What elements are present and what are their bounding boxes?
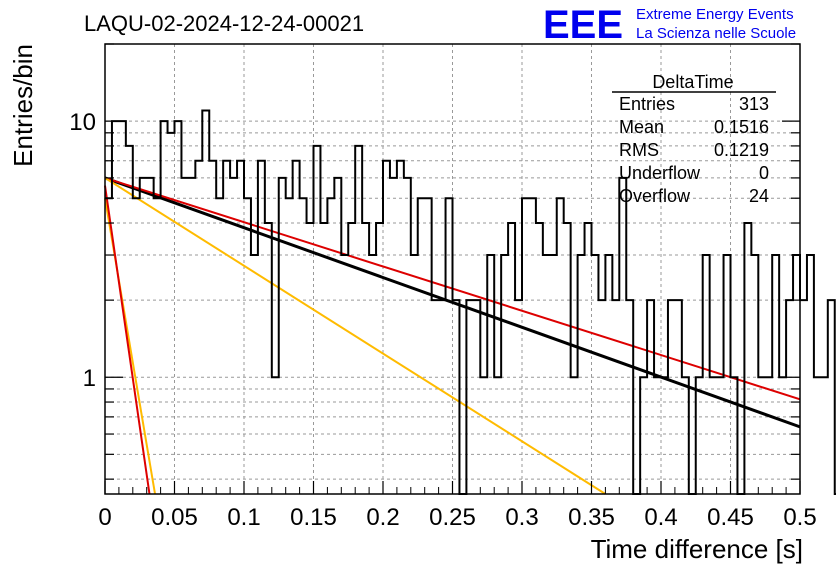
x-tick-label: 0.45 [707, 504, 754, 531]
logo-line2: La Scienza nelle Scuole [636, 25, 796, 42]
y-axis-label: Entries/bin [8, 44, 38, 167]
histogram-outline [105, 109, 836, 495]
stats-label: Mean [619, 117, 664, 137]
stats-label: Entries [619, 94, 675, 114]
fit-line [104, 176, 801, 429]
x-tick-label: 0.1 [227, 504, 260, 531]
x-tick-label: 0.15 [290, 504, 337, 531]
stats-label: RMS [619, 140, 659, 160]
fit-line [104, 177, 606, 495]
x-tick-label: 0.5 [783, 504, 816, 531]
x-tick-label: 0.05 [151, 504, 198, 531]
stats-value: 313 [739, 94, 769, 114]
x-tick-label: 0.35 [568, 504, 615, 531]
x-tick-label: 0.2 [366, 504, 399, 531]
x-tick-label: 0.25 [429, 504, 476, 531]
x-tick-label: 0.3 [505, 504, 538, 531]
x-tick-label: 0.4 [644, 504, 677, 531]
stats-value: 24 [749, 186, 769, 206]
logo-line1: Extreme Energy Events [636, 6, 794, 23]
stats-label: Underflow [619, 163, 701, 183]
stats-value: 0.1516 [714, 117, 769, 137]
axes: 0 0.05 0.1 0.15 0.2 0.25 0.3 0.35 0.4 0.45 0.5 1 10 [69, 43, 817, 531]
stats-box: DeltaTime Entries 313 Mean 0.1516 RMS 0.1219 U… [612, 72, 776, 206]
logo-eee: EEE [543, 3, 623, 47]
x-tick-label: 0 [98, 504, 111, 531]
stats-title: DeltaTime [652, 72, 733, 92]
stats-label: Overflow [619, 186, 691, 206]
stats-value: 0 [759, 163, 769, 183]
stats-value: 0.1219 [714, 140, 769, 160]
x-axis-label: Time difference [s] [591, 534, 803, 564]
y-tick-label: 10 [69, 109, 96, 136]
fit-line [104, 185, 151, 495]
y-tick-label: 1 [83, 365, 96, 392]
chart-title: LAQU-02-2024-12-24-00021 [84, 11, 364, 36]
stats-rows: Entries 313 Mean 0.1516 RMS 0.1219 Underflow 0 O… [619, 94, 769, 206]
